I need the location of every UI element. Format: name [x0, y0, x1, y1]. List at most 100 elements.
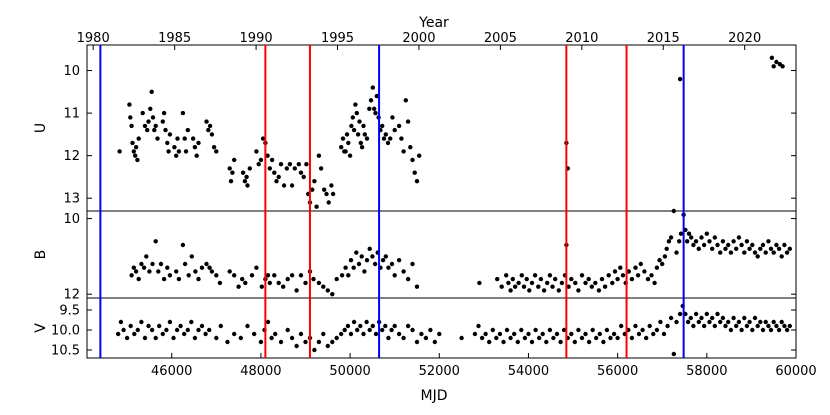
- data-point: [545, 280, 550, 286]
- data-point: [364, 136, 370, 141]
- data-point: [245, 183, 250, 188]
- data-point: [343, 149, 348, 154]
- data-point: [615, 335, 620, 341]
- data-point: [150, 115, 156, 120]
- data-point: [779, 254, 784, 259]
- data-point: [131, 265, 136, 270]
- data-point: [153, 335, 158, 341]
- data-point: [214, 273, 219, 278]
- data-point: [704, 311, 709, 317]
- data-point: [190, 136, 196, 141]
- data-point: [561, 327, 567, 333]
- data-point: [671, 208, 676, 214]
- data-point: [674, 319, 679, 325]
- data-point: [611, 331, 617, 337]
- panel-V: 9.5 10.0 10.5 V: [33, 297, 797, 359]
- data-point: [693, 311, 699, 317]
- data-point: [225, 339, 230, 345]
- data-point: [344, 132, 350, 137]
- data-point: [401, 335, 406, 341]
- data-point: [329, 183, 334, 188]
- data-point: [330, 339, 335, 345]
- bottom-x-ticks: 46000 48000 50000 52000 54000 56000 58000 60000: [151, 353, 817, 379]
- data-point: [174, 327, 180, 333]
- y-tick-label: 10.0: [51, 324, 80, 339]
- data-point: [240, 170, 246, 175]
- data-point: [204, 119, 209, 124]
- data-point: [334, 276, 339, 282]
- data-point: [636, 331, 642, 337]
- data-point: [301, 174, 306, 180]
- data-point: [589, 284, 594, 289]
- data-point: [316, 280, 322, 286]
- data-point: [207, 327, 212, 333]
- data-point: [419, 331, 424, 337]
- data-point: [144, 254, 149, 259]
- data-point: [437, 331, 442, 337]
- data-point: [755, 323, 760, 329]
- data-point: [148, 106, 153, 112]
- data-point: [160, 331, 165, 337]
- data-point: [554, 331, 560, 337]
- data-point: [529, 280, 535, 286]
- data-point: [734, 246, 739, 251]
- data-point: [696, 246, 701, 251]
- data-point: [230, 170, 235, 175]
- data-point: [390, 115, 395, 120]
- data-point: [176, 149, 182, 154]
- data-point: [150, 261, 155, 267]
- data-point: [629, 276, 635, 282]
- data-point: [618, 265, 623, 270]
- data-point: [556, 288, 561, 293]
- data-point: [193, 269, 198, 274]
- data-point: [196, 327, 201, 333]
- data-point: [228, 179, 234, 184]
- data-point: [787, 323, 792, 329]
- data-point: [267, 280, 272, 286]
- data-point: [117, 149, 122, 154]
- x-tick-label: 58000: [686, 364, 727, 379]
- data-point: [766, 239, 771, 244]
- data-point: [136, 136, 141, 141]
- data-point: [211, 145, 217, 150]
- data-point: [131, 149, 136, 154]
- data-point: [559, 280, 565, 286]
- data-point: [594, 335, 599, 341]
- data-point: [728, 250, 734, 255]
- data-point: [396, 331, 402, 337]
- data-point: [284, 166, 289, 171]
- data-point: [769, 55, 775, 60]
- data-point: [353, 102, 358, 107]
- data-points: [117, 55, 785, 209]
- data-point: [615, 276, 620, 282]
- data-point: [768, 246, 774, 251]
- data-point: [192, 335, 198, 341]
- data-point: [572, 339, 577, 345]
- data-point: [685, 239, 690, 244]
- data-point: [133, 153, 138, 158]
- data-point: [423, 335, 429, 341]
- data-point: [551, 335, 556, 341]
- data-point: [686, 231, 692, 236]
- data-point: [254, 149, 259, 154]
- panel-B: 10 12 B: [33, 208, 797, 303]
- data-point: [372, 106, 377, 112]
- data-point: [573, 280, 578, 286]
- data-point: [583, 331, 588, 337]
- data-point: [247, 166, 252, 171]
- data-point: [294, 288, 299, 293]
- data-point: [132, 331, 137, 337]
- data-point: [272, 273, 277, 278]
- data-point: [182, 136, 187, 141]
- data-point: [661, 331, 667, 337]
- data-point: [386, 265, 391, 270]
- data-point: [321, 331, 326, 337]
- data-point: [238, 335, 243, 341]
- data-point: [414, 284, 420, 289]
- data-point: [633, 265, 638, 270]
- data-point: [633, 323, 638, 329]
- data-point: [537, 335, 542, 341]
- data-point: [516, 280, 521, 286]
- data-point: [779, 319, 784, 325]
- data-point: [199, 265, 205, 270]
